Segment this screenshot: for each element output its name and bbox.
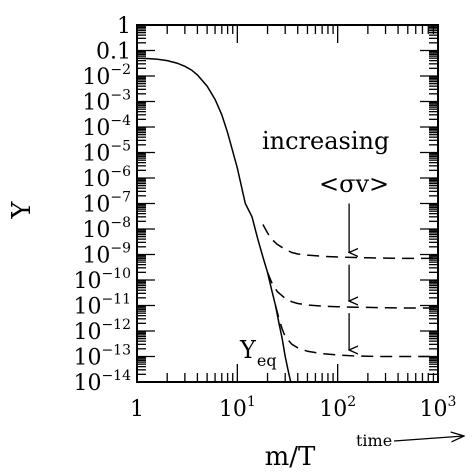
y-tick-label: 10−8 [82,215,131,243]
y-tick-label: 10−11 [73,292,131,320]
y-tick-label: 10−2 [82,62,131,90]
time-label: time [356,431,392,450]
y-eq-main: Y [239,336,257,364]
x-tick-label: 101 [219,394,256,422]
y-tick-label: 1 [117,14,131,39]
y-tick-label: 10−7 [82,190,131,218]
tick-labels: 10.110−210−310−410−510−610−710−810−910−1… [73,14,456,422]
y-tick-label: 10−12 [73,317,131,345]
y-eq-subscript: eq [257,351,277,370]
series-line-dashed-1 [262,224,438,260]
y-tick-label: 10−4 [82,113,131,141]
plot-frame [136,24,439,383]
y-tick-label: 10−5 [82,139,131,167]
y-tick-label: 0.1 [96,40,131,65]
y-tick-label: 10−13 [73,343,131,371]
x-tick-label: 102 [319,394,356,422]
series-line-dashed-2 [266,272,438,309]
series-lines [136,57,438,383]
x-tick-label: 103 [420,394,457,422]
y-eq-label: Yeq [239,336,277,370]
tick-marks [136,24,439,383]
series-line-dashed-3 [274,305,438,358]
y-axis-title: Y [7,201,37,220]
series-line-y-eq [136,57,292,383]
y-tick-label: 10−10 [73,266,131,294]
y-tick-label: 10−3 [82,88,131,116]
y-tick-label: 10−9 [82,241,131,269]
y-tick-label: 10−6 [82,164,131,192]
sigma-v-annotation: <σv> [319,170,389,198]
y-tick-label: 10−14 [73,368,131,396]
increasing-annotation: increasing [262,127,389,155]
x-tick-label: 1 [130,397,144,422]
x-axis-title: m/T [265,442,316,472]
time-arrow [393,436,464,441]
